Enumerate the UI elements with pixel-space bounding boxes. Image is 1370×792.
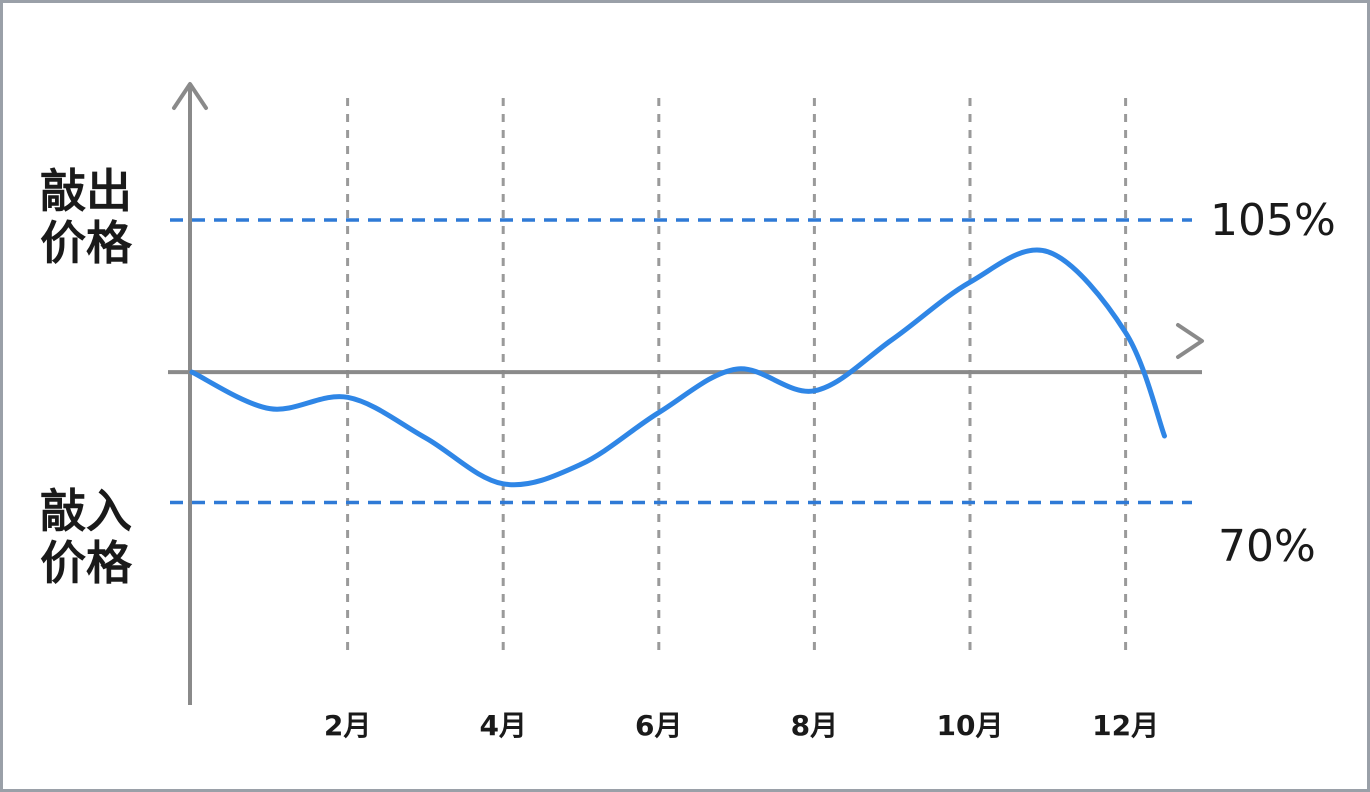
y-axis-arrow-icon (172, 82, 208, 110)
x-tick-label: 2月 (323, 709, 372, 742)
buy-label-line1: 敲入 (40, 484, 132, 538)
x-axis-arrow-icon (1176, 323, 1204, 359)
x-tick-label: 8月 (790, 709, 839, 742)
x-tick-label: 10月 (936, 709, 1004, 742)
x-tick-label: 4月 (479, 709, 527, 742)
x-tick-label: 6月 (635, 709, 683, 742)
sell-label-line1: 敲出 (40, 164, 132, 218)
x-tick-label: 12月 (1092, 709, 1160, 742)
upper-reference-label: 105% (1210, 195, 1336, 246)
lower-reference-label: 70% (1218, 521, 1316, 572)
price-line (189, 247, 1167, 488)
sell-label-line2: 价格 (40, 216, 132, 270)
buy-label-line2: 价格 (40, 536, 132, 590)
